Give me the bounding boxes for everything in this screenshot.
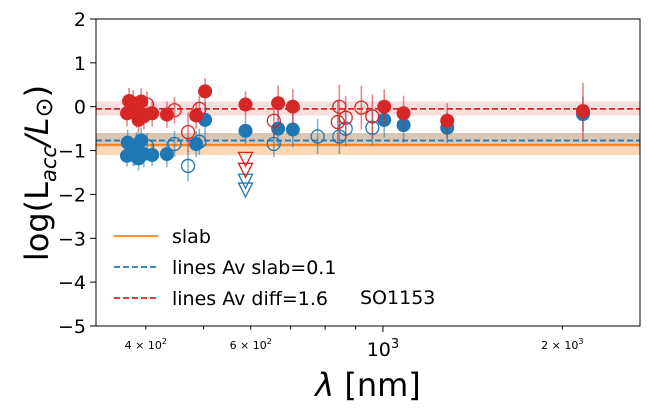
axes-frame bbox=[95, 18, 641, 327]
data-point-filled bbox=[238, 123, 253, 138]
data-point-filled bbox=[271, 121, 286, 136]
data-point-open bbox=[180, 158, 196, 174]
data-point-open bbox=[127, 104, 142, 120]
upper-limit-marker bbox=[237, 182, 254, 199]
data-point-filled bbox=[238, 97, 253, 112]
data-points bbox=[120, 78, 590, 199]
data-point-filled bbox=[134, 133, 149, 148]
data-point-filled bbox=[159, 147, 174, 162]
x-tick-label: 6 × 102 bbox=[230, 337, 272, 352]
data-point-open bbox=[266, 113, 281, 128]
data-point-filled bbox=[377, 99, 392, 114]
x-tick-label: 2 × 103 bbox=[541, 337, 583, 352]
data-point-filled bbox=[145, 106, 160, 121]
data-point-open bbox=[365, 109, 380, 124]
data-point-open bbox=[338, 110, 353, 125]
x-tick-label: 103 bbox=[367, 337, 399, 361]
data-point-filled bbox=[271, 96, 286, 111]
data-point-open bbox=[139, 97, 155, 112]
legend-label: slab bbox=[172, 226, 211, 248]
data-point-filled bbox=[396, 106, 411, 121]
x-tick-label: 4 × 102 bbox=[125, 337, 167, 352]
data-point-filled bbox=[440, 113, 455, 128]
data-point-open bbox=[330, 114, 345, 130]
data-point-open bbox=[167, 136, 182, 152]
upper-limit-marker bbox=[237, 173, 254, 190]
data-point-filled bbox=[159, 107, 174, 122]
data-point-open bbox=[354, 100, 369, 115]
data-point-filled bbox=[198, 84, 213, 99]
data-point-open bbox=[180, 125, 196, 140]
y-tick-label: 2 bbox=[74, 9, 86, 31]
data-point-filled bbox=[285, 122, 300, 137]
x-axis-ticks: 4 × 102 6 × 102 103 2 × 103 bbox=[125, 326, 583, 361]
upper-limit-marker bbox=[237, 151, 254, 168]
data-point-filled bbox=[189, 136, 204, 151]
object-label: SO1153 bbox=[360, 287, 435, 309]
data-point-open bbox=[192, 134, 207, 149]
x-axis-label: λ [nm] bbox=[313, 366, 421, 404]
y-tick-label: 0 bbox=[74, 97, 86, 119]
data-point-open bbox=[139, 139, 155, 154]
data-point-filled bbox=[575, 104, 590, 119]
data-point-open bbox=[310, 129, 325, 144]
data-point-filled bbox=[285, 99, 300, 114]
legend-label: lines Av diff=1.6 bbox=[172, 288, 328, 310]
legend-label: lines Av slab=0.1 bbox=[172, 257, 336, 279]
data-point-open bbox=[127, 145, 142, 160]
reference-bands bbox=[96, 101, 640, 155]
y-tick-label: −3 bbox=[58, 228, 86, 250]
y-tick-label: −4 bbox=[58, 272, 86, 294]
data-point-filled bbox=[145, 147, 160, 162]
legend: slab lines Av slab=0.1 lines Av diff=1.6 bbox=[114, 226, 336, 310]
y-axis-ticks: −5 −4 −3 −2 −1 0 1 2 bbox=[58, 9, 96, 338]
data-point-open bbox=[167, 103, 182, 118]
data-point-open bbox=[192, 101, 207, 117]
upper-limit-marker bbox=[237, 162, 254, 179]
y-tick-label: 1 bbox=[74, 53, 86, 75]
y-tick-label: −1 bbox=[58, 141, 86, 163]
y-axis-label: log(Lacc/L⊙) bbox=[18, 85, 61, 261]
y-tick-label: −2 bbox=[58, 184, 86, 206]
y-tick-label: −5 bbox=[58, 316, 86, 338]
